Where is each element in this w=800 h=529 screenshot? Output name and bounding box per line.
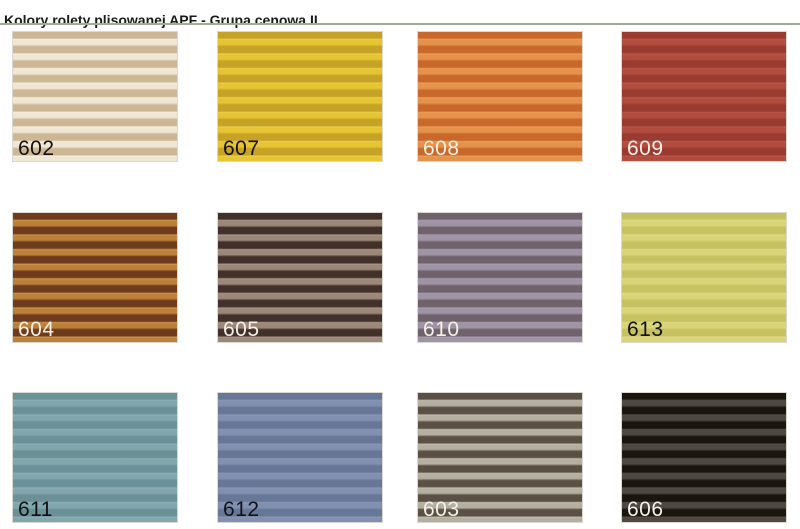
swatch-code-label: 603 [423, 498, 460, 521]
swatch-613[interactable]: 613 [621, 212, 787, 343]
swatch-602[interactable]: 602 [12, 31, 178, 162]
swatch-code-label: 605 [223, 318, 260, 341]
swatch-610[interactable]: 610 [417, 212, 583, 343]
swatch-605[interactable]: 605 [217, 212, 383, 343]
swatch-604[interactable]: 604 [12, 212, 178, 343]
swatch-607[interactable]: 607 [217, 31, 383, 162]
swatch-code-label: 604 [18, 318, 55, 341]
swatch-code-label: 609 [627, 137, 664, 160]
swatch-code-label: 607 [223, 137, 260, 160]
swatch-612[interactable]: 612 [217, 392, 383, 523]
swatch-code-label: 602 [18, 137, 55, 160]
swatch-code-label: 611 [18, 498, 53, 521]
swatch-code-label: 613 [627, 318, 664, 341]
swatch-611[interactable]: 611 [12, 392, 178, 523]
swatch-609[interactable]: 609 [621, 31, 787, 162]
title-divider [0, 23, 800, 25]
swatch-code-label: 610 [423, 318, 460, 341]
swatch-code-label: 612 [223, 498, 260, 521]
swatch-603[interactable]: 603 [417, 392, 583, 523]
swatch-code-label: 608 [423, 137, 460, 160]
swatch-606[interactable]: 606 [621, 392, 787, 523]
swatch-608[interactable]: 608 [417, 31, 583, 162]
swatch-code-label: 606 [627, 498, 664, 521]
